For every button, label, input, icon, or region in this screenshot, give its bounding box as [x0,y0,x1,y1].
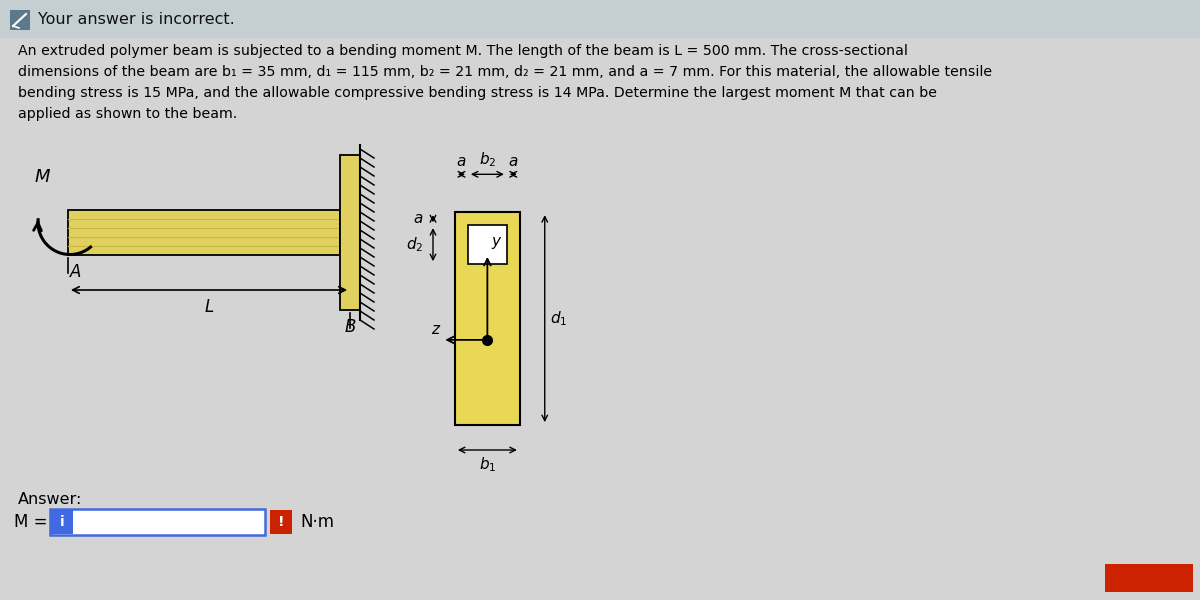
Text: dimensions of the beam are b₁ = 35 mm, d₁ = 115 mm, b₂ = 21 mm, d₂ = 21 mm, and : dimensions of the beam are b₁ = 35 mm, d… [18,65,992,79]
Bar [468,225,506,264]
Text: N·m: N·m [300,513,334,531]
Text: applied as shown to the beam.: applied as shown to the beam. [18,107,238,121]
Bar [50,509,265,535]
Bar [340,155,360,310]
Bar [0,0,1200,38]
Text: An extruded polymer beam is subjected to a bending moment M. The length of the b: An extruded polymer beam is subjected to… [18,44,908,58]
Text: M =: M = [14,513,48,531]
Text: Your answer is incorrect.: Your answer is incorrect. [38,11,235,26]
Bar [68,210,340,255]
Text: !: ! [277,515,284,529]
Bar [455,212,520,425]
Text: z: z [431,322,439,337]
Bar [50,510,73,534]
Text: M: M [35,167,49,185]
Text: A: A [70,263,82,281]
Text: $a$: $a$ [456,154,467,169]
Bar [10,10,30,30]
Text: $d_1$: $d_1$ [550,309,568,328]
Text: B: B [344,318,355,336]
Text: i: i [60,515,65,529]
Text: L: L [204,298,214,316]
Text: bending stress is 15 MPa, and the allowable compressive bending stress is 14 MPa: bending stress is 15 MPa, and the allowa… [18,86,937,100]
Text: $a$: $a$ [413,211,424,226]
Bar [1105,564,1193,592]
Text: $d_2$: $d_2$ [406,235,424,254]
Text: $b_1$: $b_1$ [479,455,496,474]
Bar [270,510,292,534]
Text: $a$: $a$ [508,154,518,169]
Text: y: y [491,234,500,249]
Text: Answer:: Answer: [18,492,83,507]
Text: $b_2$: $b_2$ [479,151,496,169]
